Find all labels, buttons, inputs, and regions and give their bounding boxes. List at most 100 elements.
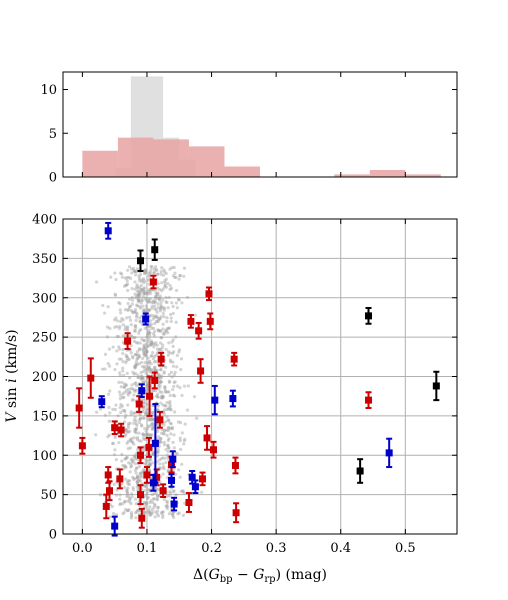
background-star-point <box>149 354 153 358</box>
background-star-point <box>129 412 133 416</box>
square-marker <box>98 398 106 406</box>
background-star-point <box>121 369 125 373</box>
background-star-point <box>125 491 130 495</box>
background-star-point <box>168 399 172 404</box>
background-star-point <box>126 482 130 486</box>
background-star-point <box>126 430 130 434</box>
background-star-point <box>150 417 155 421</box>
background-star-point <box>163 404 167 408</box>
background-star-point <box>132 476 136 481</box>
data-point-red <box>146 375 154 417</box>
scatter-x-tick-label: 0.4 <box>330 541 351 556</box>
background-star-point <box>150 507 155 512</box>
background-star-point <box>172 384 176 389</box>
background-star-point <box>134 422 138 426</box>
background-star-point <box>129 458 133 462</box>
background-star-point <box>136 300 140 304</box>
background-star-point <box>136 296 140 301</box>
data-point-red <box>206 312 214 331</box>
background-star-point <box>124 384 128 388</box>
histogram-bars <box>82 76 441 177</box>
background-star-point <box>158 390 162 394</box>
background-star-point <box>129 465 133 469</box>
background-star-point <box>159 380 163 384</box>
background-star-point <box>164 347 168 351</box>
background-star-point <box>160 281 164 285</box>
background-star-point <box>129 267 134 271</box>
background-star-point <box>137 298 141 303</box>
background-star-point <box>141 416 145 420</box>
background-star-point <box>132 269 136 273</box>
scatter-y-tick-label: 300 <box>32 291 57 306</box>
background-star-point <box>160 396 164 400</box>
background-star-point <box>129 323 133 327</box>
background-star-point <box>178 436 182 440</box>
background-star-point <box>118 405 122 410</box>
background-star-point <box>105 335 110 339</box>
scatter-y-tick-label: 100 <box>32 449 57 464</box>
background-star-point <box>157 372 161 376</box>
background-star-point <box>168 351 172 355</box>
background-star-point <box>125 429 129 434</box>
square-marker <box>124 337 132 345</box>
background-star-point <box>156 328 160 332</box>
background-star-point <box>169 286 174 291</box>
background-star-point <box>185 295 190 299</box>
data-point-red <box>230 351 238 367</box>
background-star-point <box>131 266 136 271</box>
background-star-point <box>126 308 130 312</box>
background-star-point <box>156 509 160 513</box>
histogram-bar-red <box>369 170 406 177</box>
data-point-red <box>137 446 145 465</box>
background-star-point <box>166 390 170 394</box>
background-star-point <box>181 513 185 517</box>
background-star-point <box>142 437 146 441</box>
background-star-point <box>149 418 153 422</box>
background-star-point <box>121 408 125 412</box>
background-star-point <box>161 456 165 460</box>
background-star-point <box>140 337 144 341</box>
background-star-point <box>164 389 168 394</box>
background-star-point <box>153 354 157 359</box>
background-star-point <box>123 408 127 413</box>
background-star-point <box>138 479 143 483</box>
background-star-point <box>148 297 152 301</box>
background-star-point <box>177 348 182 352</box>
background-star-point <box>135 510 139 514</box>
background-star-point <box>151 332 156 336</box>
background-star-point <box>158 439 162 444</box>
background-star-point <box>164 447 168 452</box>
background-star-point <box>154 315 158 319</box>
background-star-point <box>150 427 155 432</box>
background-star-point <box>156 291 160 295</box>
background-star-point <box>150 492 155 497</box>
background-star-point <box>131 387 135 391</box>
background-star-point <box>128 446 133 450</box>
background-star-point <box>116 414 120 418</box>
background-star-point <box>129 516 133 520</box>
background-star-point <box>124 413 128 417</box>
background-star-point <box>150 422 154 426</box>
background-star-point <box>113 367 117 372</box>
background-star-point <box>126 499 130 503</box>
background-star-point <box>142 307 146 312</box>
background-star-point <box>163 385 167 389</box>
background-star-point <box>162 332 166 336</box>
background-star-point <box>166 407 170 411</box>
background-star-point <box>98 493 102 497</box>
data-point-red <box>156 410 164 429</box>
background-star-point <box>148 463 152 467</box>
background-star-point <box>147 366 151 371</box>
background-star-point <box>152 345 156 349</box>
background-star-point <box>161 273 166 277</box>
background-star-point <box>142 509 146 514</box>
background-star-point <box>111 441 115 446</box>
background-star-point <box>145 426 150 431</box>
background-star-point <box>140 356 145 361</box>
background-star-point <box>125 441 129 445</box>
data-point-red <box>159 483 167 498</box>
background-star-point <box>153 368 157 372</box>
square-marker <box>117 426 125 434</box>
background-star-point <box>114 513 119 517</box>
background-star-point <box>145 491 149 495</box>
